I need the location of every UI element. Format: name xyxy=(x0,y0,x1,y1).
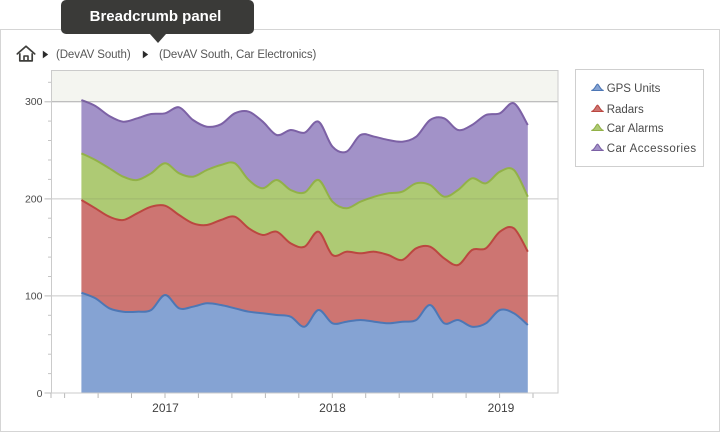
svg-text:200: 200 xyxy=(25,194,43,206)
svg-text:100: 100 xyxy=(25,291,43,303)
svg-text:2018: 2018 xyxy=(319,401,346,415)
svg-text:2017: 2017 xyxy=(152,401,179,415)
svg-text:0: 0 xyxy=(37,388,43,400)
svg-text:300: 300 xyxy=(25,96,43,108)
svg-text:2019: 2019 xyxy=(488,401,515,415)
